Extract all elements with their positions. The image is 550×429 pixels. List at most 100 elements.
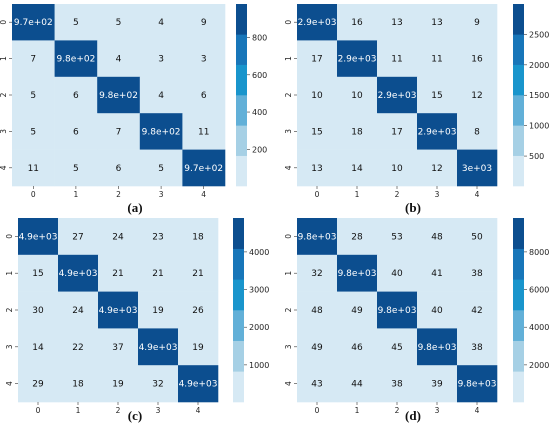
heatmap-cell — [182, 113, 226, 150]
colorbar-band — [236, 95, 247, 126]
cell-label: 23 — [152, 232, 163, 242]
cell-label: 48 — [311, 306, 323, 316]
heatmap-cell — [417, 4, 458, 41]
heatmap-cell — [139, 113, 183, 150]
cell-label: 18 — [192, 232, 204, 242]
cell-label: 30 — [32, 306, 44, 316]
cell-label: 6 — [116, 164, 122, 174]
y-tick-label: 4 — [284, 165, 293, 170]
cell-label: 7 — [30, 55, 36, 65]
cell-label: 9.7e+02 — [14, 18, 53, 28]
colorbar-tick-label: 8000 — [529, 248, 549, 257]
x-tick-label: 3 — [159, 190, 164, 199]
cell-label: 38 — [471, 343, 483, 353]
cell-label: 8 — [474, 127, 480, 137]
x-tick-label: 1 — [355, 190, 360, 199]
heatmap-cell — [297, 40, 338, 78]
colorbar-band — [513, 155, 524, 187]
colorbar-band — [513, 4, 524, 35]
cell-label: 9.8e+02 — [99, 91, 138, 101]
heatmap-cell — [182, 4, 226, 41]
heatmap-cell — [18, 328, 59, 366]
colorbar-band — [513, 218, 524, 249]
heatmap-cell — [457, 328, 498, 366]
colorbar-band — [513, 95, 524, 126]
y-tick-label: 2 — [284, 307, 293, 312]
heatmap-cell — [12, 4, 55, 41]
heatmap-cell — [377, 76, 418, 114]
cell-label: 15 — [311, 127, 322, 137]
heatmap-cell — [58, 328, 99, 366]
heatmap-cell — [297, 291, 338, 329]
cell-label: 4 — [158, 18, 164, 28]
cell-label: 12 — [471, 91, 482, 101]
cell-label: 49 — [351, 306, 363, 316]
heatmap-cell — [337, 149, 378, 187]
colorbar-band — [236, 155, 247, 187]
heatmap-cell — [138, 218, 179, 256]
x-tick-label: 2 — [116, 406, 121, 415]
x-tick-label: 1 — [74, 190, 79, 199]
colorbar-band — [513, 248, 524, 280]
heatmap-cell — [54, 4, 98, 41]
y-tick-label: 0 — [5, 234, 14, 239]
x-tick-label: 0 — [315, 406, 320, 415]
cell-label: 40 — [391, 269, 403, 279]
colorbar-tick-label: 3000 — [249, 286, 269, 295]
heatmap-cell — [377, 254, 418, 292]
heatmap-cell — [297, 4, 338, 41]
cell-label: 2.9e+03 — [418, 127, 457, 137]
cell-label: 19 — [112, 380, 124, 390]
colorbar-tick-label: 1000 — [249, 361, 269, 370]
heatmap-cell — [54, 113, 98, 150]
cell-label: 9.8e+03 — [378, 306, 417, 316]
panel-label: (d) — [405, 408, 421, 423]
x-tick-label: 2 — [395, 406, 400, 415]
heatmap-cell — [417, 365, 458, 403]
cell-label: 17 — [311, 55, 322, 65]
y-tick-label: 3 — [284, 344, 293, 349]
cell-label: 10 — [351, 91, 363, 101]
cell-label: 3 — [201, 55, 207, 65]
heatmap-cell — [138, 291, 179, 329]
heatmap-cell — [377, 40, 418, 78]
cell-label: 3e+03 — [462, 164, 492, 174]
x-tick-label: 4 — [201, 190, 206, 199]
colorbar-band — [233, 371, 244, 403]
cell-label: 46 — [351, 343, 363, 353]
cell-label: 13 — [431, 18, 442, 28]
heatmap-cell — [457, 291, 498, 329]
cell-label: 50 — [471, 232, 483, 242]
cell-label: 32 — [311, 269, 322, 279]
cell-label: 24 — [72, 306, 84, 316]
x-tick-label: 3 — [435, 406, 440, 415]
colorbar-band — [236, 34, 247, 65]
colorbar-band — [236, 4, 247, 35]
heatmap-cell — [138, 328, 179, 366]
cell-label: 12 — [431, 164, 442, 174]
cell-label: 2.9e+03 — [338, 55, 377, 65]
cell-label: 2.9e+03 — [298, 18, 337, 28]
heatmap-cell — [337, 218, 378, 256]
heatmap-cell — [18, 291, 59, 329]
colorbar-band — [513, 125, 524, 156]
heatmap-cell — [178, 218, 219, 256]
cell-label: 2.9e+03 — [378, 91, 417, 101]
cell-label: 19 — [152, 306, 164, 316]
heatmap-cell — [12, 113, 55, 150]
y-tick-label: 1 — [284, 271, 293, 276]
cell-label: 21 — [112, 269, 123, 279]
cell-label: 3 — [158, 55, 164, 65]
cell-label: 13 — [391, 18, 402, 28]
cell-label: 29 — [32, 380, 44, 390]
heatmap-cell — [18, 218, 59, 256]
cell-label: 4.9e+03 — [99, 306, 138, 316]
cell-label: 13 — [311, 164, 322, 174]
heatmap-cell — [297, 149, 338, 187]
heatmap-cell — [337, 76, 378, 114]
cell-label: 11 — [28, 164, 39, 174]
y-tick-label: 0 — [284, 234, 293, 239]
heatmap-cell — [58, 365, 99, 403]
cell-label: 39 — [431, 380, 443, 390]
colorbar-band — [513, 279, 524, 311]
